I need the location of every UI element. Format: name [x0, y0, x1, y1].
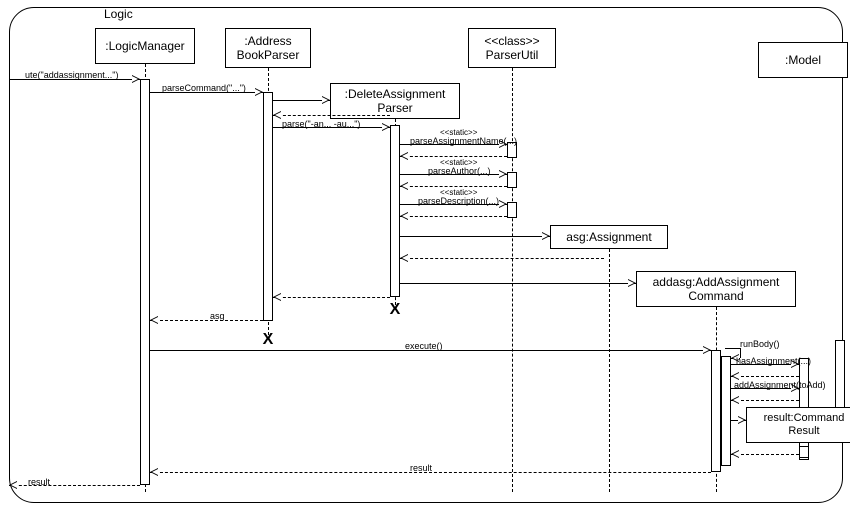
- lifeline-label: BookParser: [237, 48, 300, 62]
- lifeline-address-book-parser: :Address BookParser: [225, 28, 311, 68]
- message-line: [731, 454, 799, 455]
- message-label: hasAssignment(...): [736, 356, 811, 366]
- lifeline-label: result:Command: [764, 412, 845, 425]
- arrowhead: [132, 75, 140, 83]
- activation-bar: [390, 125, 400, 297]
- message-label: addAssignment(toAdd): [734, 380, 826, 390]
- arrowhead: [499, 200, 507, 208]
- arrowhead: [738, 416, 746, 424]
- arrowhead: [703, 346, 711, 354]
- activation-bar: [711, 350, 721, 472]
- message-stereotype: <<static>>: [440, 188, 477, 197]
- arrowhead: [400, 212, 408, 220]
- message-label: runBody(): [740, 339, 780, 349]
- arrowhead: [9, 481, 17, 489]
- arrowhead: [628, 279, 636, 287]
- message-line: [400, 216, 507, 217]
- lifeline-logic-manager: :LogicManager: [95, 28, 195, 64]
- lifeline-label: ParserUtil: [486, 48, 539, 62]
- message-line: [273, 115, 390, 116]
- arrowhead: [273, 293, 281, 301]
- activation-bar: [140, 79, 150, 485]
- lifeline-label: <<class>>: [484, 34, 539, 48]
- lifeline-label: :DeleteAssignment: [345, 87, 446, 101]
- stem-parser-util: [512, 68, 513, 492]
- arrowhead: [542, 232, 550, 240]
- message-label: asg: [210, 311, 225, 321]
- self-message-segment: [725, 348, 740, 349]
- arrowhead: [150, 316, 158, 324]
- activation-bar: [799, 446, 809, 458]
- message-label: execute(): [405, 341, 443, 351]
- message-line: [400, 236, 550, 237]
- activation-bar: [721, 356, 731, 466]
- lifeline-label: Result: [788, 425, 819, 438]
- destroy-address-book-parser: X: [263, 331, 274, 349]
- lifeline-label: :Model: [785, 53, 821, 67]
- arrowhead: [731, 450, 739, 458]
- message-label: parseAssignmentName(...): [410, 136, 517, 146]
- message-line: [400, 283, 636, 284]
- arrowhead: [322, 96, 330, 104]
- arrowhead: [400, 152, 408, 160]
- lifeline-label: :Address: [244, 34, 291, 48]
- message-line: [400, 186, 507, 187]
- lifeline-assignment: asg:Assignment: [550, 225, 668, 249]
- activation-bar: [263, 92, 273, 321]
- arrowhead: [400, 254, 408, 262]
- arrowhead: [400, 182, 408, 190]
- message-label: parse("-an... -au..."): [282, 119, 360, 129]
- message-line: [400, 258, 604, 259]
- message-stereotype: <<static>>: [440, 158, 477, 167]
- activation-bar: [507, 172, 517, 188]
- arrowhead: [499, 170, 507, 178]
- arrowhead: [150, 468, 158, 476]
- destroy-delete-assignment-parser: X: [390, 301, 401, 319]
- arrowhead: [731, 396, 739, 404]
- message-label: ute("addassignment..."): [25, 70, 118, 80]
- arrowhead: [731, 372, 739, 380]
- message-label: result: [28, 477, 50, 487]
- message-line: [150, 320, 263, 321]
- message-label: result: [410, 463, 432, 473]
- message-label: parseAuthor(...): [428, 166, 491, 176]
- sequence-diagram: Logic :LogicManager :Address BookParser …: [0, 0, 850, 506]
- message-label: parseDescription(...): [418, 196, 499, 206]
- frame-label: Logic: [104, 7, 133, 21]
- lifeline-delete-assignment-parser: :DeleteAssignment Parser: [330, 83, 460, 119]
- message-line: [731, 400, 799, 401]
- message-stereotype: <<static>>: [440, 128, 477, 137]
- message-line: [731, 376, 799, 377]
- lifeline-label: Command: [688, 289, 743, 303]
- stem-assignment: [609, 249, 610, 492]
- arrowhead: [273, 111, 281, 119]
- lifeline-command-result: result:Command Result: [746, 407, 850, 443]
- lifeline-model: :Model: [758, 42, 848, 78]
- lifeline-parser-util: <<class>> ParserUtil: [468, 28, 556, 68]
- lifeline-label: :LogicManager: [105, 39, 184, 53]
- activation-bar: [507, 202, 517, 218]
- arrowhead: [255, 88, 263, 96]
- arrowhead: [382, 123, 390, 131]
- lifeline-add-assignment-command: addasg:AddAssignment Command: [636, 271, 796, 307]
- lifeline-label: asg:Assignment: [566, 230, 651, 244]
- lifeline-label: Parser: [377, 101, 412, 115]
- message-line: [273, 297, 390, 298]
- lifeline-label: addasg:AddAssignment: [653, 275, 780, 289]
- message-label: parseCommand("..."): [162, 83, 246, 93]
- message-line: [400, 156, 507, 157]
